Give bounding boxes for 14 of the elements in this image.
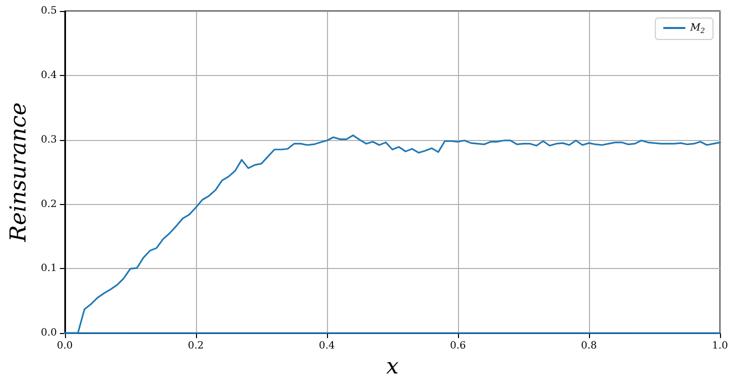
- y-tick-label: 0.4: [40, 70, 57, 81]
- x-tick-label: 0.8: [581, 340, 597, 352]
- x-axis-title: x: [386, 354, 400, 380]
- y-tick-label: 0.5: [40, 6, 57, 16]
- y-tick-label: 0.3: [40, 134, 57, 146]
- y-tick-label: 0.0: [40, 328, 57, 339]
- x-tick-label: 1.0: [712, 340, 728, 352]
- x-tick-label: 0.4: [318, 340, 335, 352]
- x-tick-label: 0.2: [188, 340, 204, 352]
- x-tick-label: 0.0: [56, 340, 73, 352]
- x-tick-label: 0.6: [450, 340, 466, 352]
- y-tick-label: 0.1: [40, 263, 57, 274]
- y-axis-title: Reinsurance: [6, 102, 32, 243]
- y-tick-label: 0.2: [40, 198, 57, 210]
